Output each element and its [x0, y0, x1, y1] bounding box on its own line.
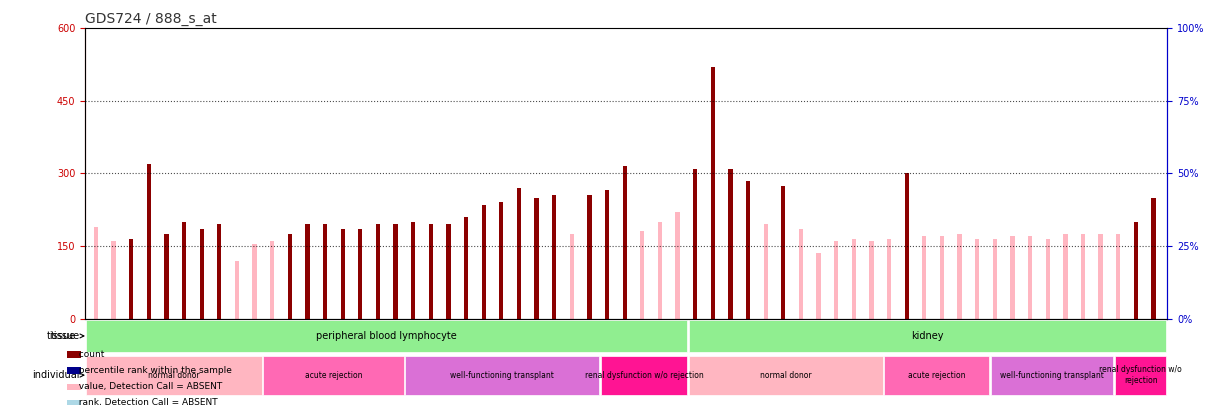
Bar [640, 232, 644, 319]
Bar [799, 229, 803, 319]
FancyBboxPatch shape [405, 356, 598, 395]
Text: well-functioning transplant: well-functioning transplant [1000, 371, 1104, 379]
Bar [587, 195, 592, 319]
Bar [253, 243, 257, 319]
Bar [1063, 234, 1068, 319]
Text: renal dysfunction w/o rejection: renal dysfunction w/o rejection [585, 371, 703, 379]
Text: tissue: tissue [47, 331, 77, 341]
Bar [869, 241, 873, 319]
Bar [164, 234, 169, 319]
Bar [604, 190, 609, 319]
Bar [305, 224, 310, 319]
Text: value, Detection Call = ABSENT: value, Detection Call = ABSENT [73, 382, 223, 391]
FancyBboxPatch shape [86, 320, 687, 352]
FancyBboxPatch shape [689, 320, 1166, 352]
Text: acute rejection: acute rejection [908, 371, 966, 379]
Text: normal donor: normal donor [760, 371, 812, 379]
Bar [781, 185, 786, 319]
Bar [182, 222, 186, 319]
Text: tissue: tissue [51, 331, 84, 341]
Bar [463, 217, 468, 319]
Bar [623, 166, 627, 319]
FancyBboxPatch shape [884, 356, 989, 395]
Bar [112, 241, 116, 319]
Bar [94, 227, 98, 319]
Bar [922, 237, 927, 319]
Bar [851, 239, 856, 319]
Bar [235, 260, 240, 319]
FancyBboxPatch shape [86, 356, 261, 395]
Bar [534, 198, 539, 319]
Text: GDS724 / 888_s_at: GDS724 / 888_s_at [85, 12, 216, 26]
Text: percentile rank within the sample: percentile rank within the sample [73, 366, 232, 375]
Bar [816, 253, 821, 319]
Text: count: count [73, 350, 105, 359]
Bar [288, 234, 292, 319]
Bar [199, 229, 204, 319]
Bar [323, 224, 327, 319]
Bar [218, 224, 221, 319]
Bar [1116, 234, 1120, 319]
FancyBboxPatch shape [1115, 356, 1166, 395]
Bar [834, 241, 838, 319]
FancyBboxPatch shape [689, 356, 883, 395]
Bar [1098, 234, 1103, 319]
Bar [905, 173, 908, 319]
Text: peripheral blood lymphocyte: peripheral blood lymphocyte [316, 331, 457, 341]
Bar [728, 168, 732, 319]
Bar [1081, 234, 1085, 319]
Text: individual: individual [33, 370, 84, 380]
Bar [658, 222, 662, 319]
Bar [1152, 198, 1155, 319]
Text: rank, Detection Call = ABSENT: rank, Detection Call = ABSENT [73, 399, 218, 405]
Bar [270, 241, 275, 319]
Bar [675, 212, 680, 319]
Bar [693, 168, 697, 319]
FancyBboxPatch shape [601, 356, 687, 395]
Bar [710, 67, 715, 319]
Bar [552, 195, 557, 319]
Text: normal donor: normal donor [148, 371, 199, 379]
Bar [992, 239, 997, 319]
Bar [429, 224, 433, 319]
Bar [411, 222, 416, 319]
Bar [745, 181, 750, 319]
Bar [359, 229, 362, 319]
Bar [499, 202, 503, 319]
FancyBboxPatch shape [264, 356, 404, 395]
Text: well-functioning transplant: well-functioning transplant [450, 371, 554, 379]
Text: acute rejection: acute rejection [305, 371, 362, 379]
Bar [957, 234, 962, 319]
Bar [1133, 222, 1138, 319]
Text: kidney: kidney [912, 331, 944, 341]
Bar [1028, 237, 1032, 319]
Bar [1010, 237, 1014, 319]
Bar [569, 234, 574, 319]
Bar [446, 224, 451, 319]
Bar [482, 205, 486, 319]
Text: renal dysfunction w/o
rejection: renal dysfunction w/o rejection [1099, 365, 1182, 385]
Bar [129, 239, 134, 319]
Bar [340, 229, 345, 319]
Bar [940, 237, 944, 319]
FancyBboxPatch shape [991, 356, 1113, 395]
Bar [517, 188, 522, 319]
Bar [394, 224, 398, 319]
Bar [886, 239, 891, 319]
Bar [1046, 239, 1049, 319]
Bar [376, 224, 381, 319]
Bar [975, 239, 979, 319]
Bar [147, 164, 151, 319]
Bar [764, 224, 767, 319]
